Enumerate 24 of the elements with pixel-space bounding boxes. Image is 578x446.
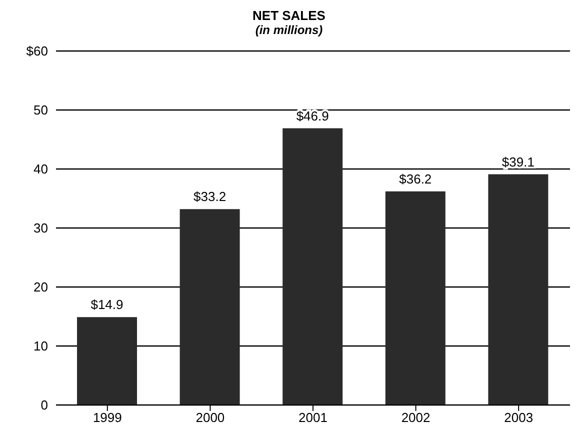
data-label: $46.9 bbox=[296, 108, 329, 124]
y-tick-label: $60 bbox=[26, 44, 48, 59]
y-tick-label: 0 bbox=[40, 398, 48, 413]
x-tick-label: 2000 bbox=[196, 410, 225, 426]
x-tick-label: 2002 bbox=[401, 410, 430, 426]
chart-subtitle: (in millions) bbox=[254, 23, 324, 37]
data-label: $33.2 bbox=[194, 189, 226, 204]
data-label: $36.2 bbox=[399, 171, 432, 186]
bar bbox=[488, 174, 548, 405]
bar bbox=[282, 128, 343, 405]
y-tick-label: 40 bbox=[34, 162, 48, 177]
chart-title: NET SALES bbox=[252, 8, 326, 23]
y-tick-label: 30 bbox=[34, 220, 48, 236]
x-tick-label: 1999 bbox=[92, 410, 122, 426]
y-tick-label: 10 bbox=[34, 338, 48, 354]
bar bbox=[385, 191, 446, 405]
x-tick-label: 2001 bbox=[298, 410, 328, 426]
x-tick-label: 2003 bbox=[504, 410, 534, 426]
bar bbox=[180, 209, 240, 405]
bar bbox=[77, 317, 137, 405]
data-label: $14.9 bbox=[90, 297, 124, 312]
y-tick-label: 50 bbox=[34, 102, 48, 118]
data-label: $39.1 bbox=[502, 154, 534, 170]
y-tick-label: 20 bbox=[34, 280, 48, 295]
